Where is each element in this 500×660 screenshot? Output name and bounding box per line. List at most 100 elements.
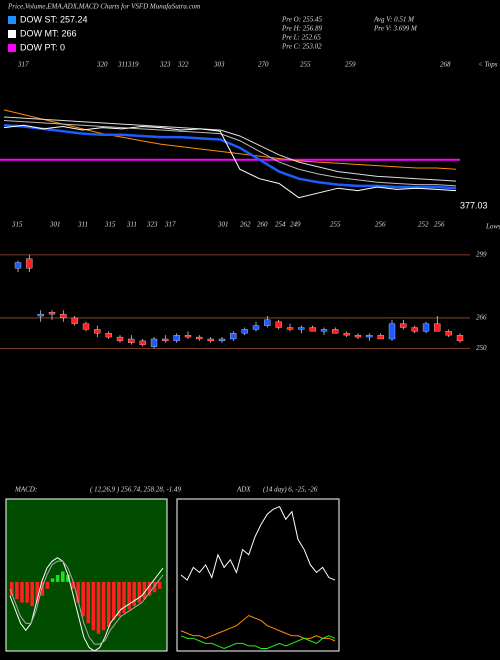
- series-line: [3, 124, 457, 199]
- candle-body: [94, 329, 101, 334]
- indicator-title: MACD:: [14, 486, 37, 494]
- candle-body: [445, 331, 452, 336]
- histogram-bar: [91, 581, 96, 631]
- series-line: [180, 614, 336, 642]
- candle-body: [207, 338, 214, 342]
- low-label: 301: [49, 221, 61, 229]
- legend-swatch: [8, 44, 16, 52]
- histogram-bar: [127, 581, 131, 610]
- candle-body: [162, 338, 169, 342]
- histogram-bar: [86, 581, 91, 624]
- histogram-bar: [30, 581, 34, 607]
- series-line: [9, 557, 164, 652]
- candle-body: [173, 334, 180, 342]
- candle-body: [48, 312, 56, 315]
- candle-body: [241, 329, 248, 334]
- candle-body: [71, 317, 78, 324]
- top-label: 270: [258, 61, 269, 69]
- low-label: 254: [275, 221, 286, 229]
- histogram-bar: [101, 581, 106, 631]
- low-label: 315: [11, 221, 23, 229]
- candle-body: [196, 336, 203, 340]
- legend-label: DOW MT: 266: [20, 28, 77, 38]
- top-label: 255: [300, 61, 311, 69]
- candle-body: [388, 323, 396, 340]
- indicator-title: ADX: [236, 486, 251, 494]
- info-text: Pre C: 253.02: [281, 43, 322, 51]
- candle-body: [343, 333, 350, 336]
- y-tick-label: 250: [476, 344, 487, 352]
- low-label: 317: [164, 221, 176, 229]
- histogram-bar: [40, 581, 45, 596]
- histogram-bar: [106, 581, 111, 627]
- low-label: 260: [257, 221, 268, 229]
- legend-swatch: [8, 16, 16, 24]
- top-label: 268: [440, 61, 451, 69]
- histogram-bar: [132, 581, 136, 607]
- candle-body: [150, 338, 158, 347]
- histogram-bar: [61, 571, 65, 582]
- price-annotation: 377.03: [460, 200, 488, 210]
- top-label: 322: [177, 61, 189, 69]
- candle-body: [366, 334, 373, 338]
- candle-body: [252, 325, 260, 330]
- histogram-bar: [152, 581, 157, 593]
- panel: [5, 498, 168, 652]
- y-tick-label: 266: [476, 314, 487, 322]
- candle-body: [218, 338, 226, 342]
- top-label: 317: [17, 61, 29, 69]
- histogram-bar: [50, 578, 55, 582]
- low-label: 323: [146, 221, 158, 229]
- legend-swatch: [8, 30, 16, 38]
- candle-body: [128, 338, 135, 343]
- candle-body: [230, 333, 237, 340]
- candle-body: [26, 258, 33, 269]
- top-label: 319: [127, 61, 139, 69]
- indicator-params: ( 12,26,9 ) 256.74, 258.28, -1.49: [90, 486, 181, 494]
- candle-body: [320, 329, 328, 332]
- candle-body: [400, 323, 407, 328]
- candle-body: [264, 319, 271, 326]
- candle-body: [354, 334, 362, 338]
- histogram-bar: [96, 581, 101, 634]
- candle-body: [422, 323, 430, 332]
- histogram-bar: [71, 581, 75, 589]
- low-label: 311: [77, 221, 88, 229]
- histogram-bar: [81, 581, 85, 617]
- low-label: 262: [240, 221, 251, 229]
- series-line: [3, 124, 457, 190]
- candle-body: [286, 327, 294, 330]
- candle-body: [116, 336, 124, 342]
- legend-label: DOW PT: 0: [20, 42, 65, 52]
- histogram-bar: [137, 581, 142, 603]
- series-line: [3, 116, 457, 182]
- histogram-bar: [122, 581, 126, 613]
- candle-body: [377, 334, 384, 340]
- candle-body: [37, 313, 44, 317]
- lows-title: Lows: [485, 223, 500, 231]
- histogram-bar: [45, 581, 50, 589]
- low-label: 301: [217, 221, 229, 229]
- info-text: Pre V: 3.699 M: [373, 25, 418, 33]
- info-text: Pre H: 256.89: [281, 25, 322, 33]
- series-line: [180, 505, 336, 581]
- low-label: 252: [418, 221, 429, 229]
- indicator-params: (14 day) 6, -25, -26: [263, 486, 318, 494]
- series-line: [9, 560, 164, 645]
- candle-body: [14, 262, 22, 269]
- histogram-bar: [142, 581, 147, 600]
- low-label: 315: [104, 221, 116, 229]
- tops-title: < Tops: [478, 61, 498, 69]
- top-label: 311: [117, 61, 128, 69]
- histogram-bar: [117, 581, 121, 617]
- candle-body: [332, 329, 339, 334]
- histogram-bar: [55, 575, 60, 582]
- candle-body: [184, 334, 192, 338]
- candle-body: [60, 313, 67, 319]
- histogram-bar: [76, 581, 80, 603]
- top-label: 320: [96, 61, 108, 69]
- y-tick-label: 299: [476, 250, 487, 258]
- info-text: Pre L: 252.65: [281, 34, 321, 42]
- info-text: Avg V: 0.51 M: [373, 16, 415, 24]
